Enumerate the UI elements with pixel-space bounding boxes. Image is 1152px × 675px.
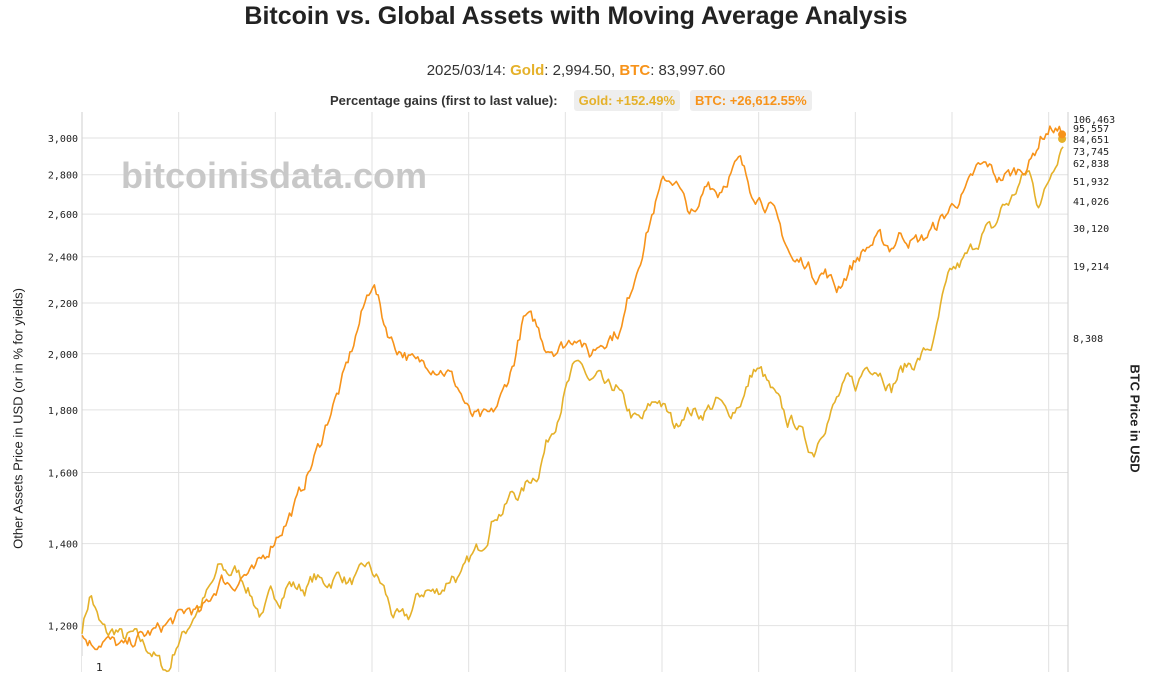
series-line-btc[interactable] bbox=[81, 125, 1064, 651]
right-tick-label: 62,838 bbox=[1073, 159, 1109, 170]
end-marker-btc bbox=[1058, 130, 1067, 139]
left-tick-label: 3,000 bbox=[48, 134, 78, 145]
left-tick-label: 2,200 bbox=[48, 299, 78, 310]
right-tick-label: 84,651 bbox=[1073, 135, 1109, 146]
left-tick-label: 2,000 bbox=[48, 350, 78, 361]
left-tick-label: 1,200 bbox=[48, 622, 78, 633]
right-tick-label: 41,026 bbox=[1073, 197, 1109, 208]
end-markers bbox=[1058, 130, 1067, 143]
readout-date: 2025/03/14 bbox=[426, 62, 502, 79]
legend-marker-label: 1 bbox=[96, 661, 103, 674]
left-tick-label: 2,600 bbox=[48, 210, 78, 221]
readout-btc-label: BTC bbox=[619, 62, 651, 79]
left-tick-label: 1,400 bbox=[48, 540, 78, 551]
left-tick-label: 1,800 bbox=[48, 406, 78, 417]
left-tick-label: 2,800 bbox=[48, 171, 78, 182]
legend-marker-box[interactable] bbox=[82, 656, 118, 675]
readout-btc-value: 83,997.60 bbox=[658, 62, 726, 79]
right-tick-label: 8,308 bbox=[1073, 334, 1103, 345]
right-tick-label: 19,214 bbox=[1073, 262, 1109, 273]
right-tick-label: 51,932 bbox=[1073, 177, 1109, 188]
left-tick-label: 1,600 bbox=[48, 469, 78, 480]
right-tick-label: 106,463 bbox=[1073, 115, 1115, 126]
series-line-gold[interactable] bbox=[81, 146, 1064, 673]
right-tick-label: 73,745 bbox=[1073, 147, 1109, 158]
watermark: bitcoinisdata.com bbox=[121, 155, 427, 196]
readout-gold-label: Gold bbox=[510, 62, 545, 79]
gold-gain-badge: Gold: +152.49% bbox=[573, 89, 681, 111]
percentage-gains-row: Percentage gains (first to last value): … bbox=[330, 88, 822, 112]
btc-gain-badge: BTC: +26,612.55% bbox=[690, 89, 812, 111]
left-tick-label: 2,400 bbox=[48, 253, 78, 264]
chart-title: Bitcoin vs. Global Assets with Moving Av… bbox=[244, 2, 908, 30]
right-tick-label: 30,120 bbox=[1073, 224, 1109, 235]
gains-label: Percentage gains (first to last value): bbox=[330, 92, 558, 108]
readout-gold-value: 2,994.50 bbox=[552, 62, 612, 79]
left-axis-ticks: 1,200 1,400 1,600 1,800 2,000 2,200 2,400 2,600… bbox=[48, 134, 78, 633]
right-tick-label: 95,557 bbox=[1073, 124, 1109, 135]
gridlines bbox=[81, 112, 1069, 672]
hover-readout: 2025/03/14: Gold: 2,994.50, BTC: 83,997.… bbox=[426, 62, 726, 79]
series-layer bbox=[81, 125, 1064, 673]
